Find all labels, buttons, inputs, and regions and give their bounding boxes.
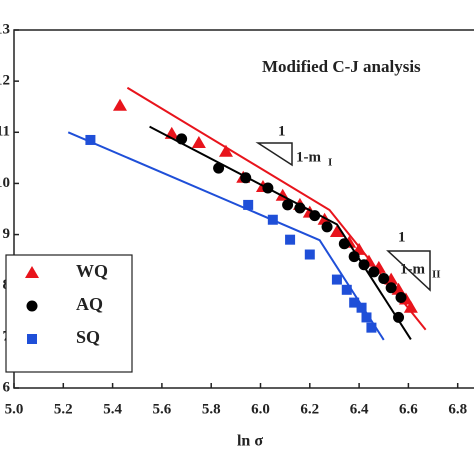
data-point	[191, 136, 206, 149]
slope-triangle	[255, 142, 293, 167]
data-point	[176, 133, 188, 145]
data-point	[341, 284, 352, 295]
data-point	[329, 225, 344, 238]
data-point	[331, 274, 342, 285]
data-point	[366, 322, 377, 333]
legend-label: WQ	[76, 261, 108, 281]
data-point	[385, 282, 397, 294]
x-axis-label: ln σ	[237, 433, 263, 450]
data-point	[85, 134, 96, 145]
data-point	[393, 311, 405, 323]
y-tick-label: 9	[3, 226, 11, 242]
x-tick-label: 5.2	[54, 401, 73, 417]
y-tick-label: 10	[0, 175, 10, 191]
data-point	[262, 182, 274, 194]
x-tick-label: 6.2	[300, 401, 319, 417]
data-point	[321, 221, 333, 233]
x-tick-label: 5.0	[5, 401, 24, 417]
x-tick-label: 5.6	[153, 401, 172, 417]
data-point	[358, 259, 370, 271]
data-point	[338, 238, 350, 250]
data-point	[243, 199, 254, 210]
y-tick-label: 11	[0, 124, 10, 140]
x-tick-label: 6.8	[448, 401, 467, 417]
legend-label: AQ	[76, 294, 103, 314]
annotation: II	[432, 269, 441, 281]
chart-title: Modified C-J analysis	[262, 57, 421, 76]
data-point	[378, 273, 390, 285]
data-point	[395, 291, 407, 303]
data-point	[218, 144, 233, 157]
data-point	[112, 98, 127, 111]
plot-frame	[13, 29, 474, 389]
x-tick-label: 6.6	[399, 401, 418, 417]
annotation: 1-m	[400, 261, 425, 277]
y-tick-label: 13	[0, 21, 10, 37]
data-point	[304, 249, 315, 260]
data-point	[361, 312, 372, 323]
annotation: 1	[278, 123, 286, 139]
data-point	[240, 172, 252, 184]
x-tick-label: 5.4	[103, 401, 122, 417]
annotation: 1-m	[296, 149, 321, 165]
data-point	[285, 234, 296, 245]
data-point	[309, 210, 321, 222]
data-point	[282, 199, 294, 211]
legend-marker	[25, 266, 39, 278]
data-point	[403, 300, 418, 313]
data-point	[368, 266, 380, 278]
data-point	[349, 297, 360, 308]
x-tick-label: 6.0	[251, 401, 270, 417]
annotation: 1	[398, 229, 406, 245]
data-point	[356, 302, 367, 313]
x-tick-label: 6.4	[350, 401, 369, 417]
data-point	[348, 251, 360, 263]
legend-marker	[26, 300, 38, 312]
legend-label: SQ	[76, 327, 100, 347]
data-point	[294, 202, 306, 214]
y-tick-label: 12	[0, 73, 10, 89]
data-point	[267, 214, 278, 225]
fit-line	[149, 125, 412, 340]
legend-box	[5, 254, 133, 373]
annotation: I	[328, 157, 332, 169]
slope-triangle	[386, 250, 431, 292]
x-tick-label: 5.8	[202, 401, 221, 417]
data-point	[391, 282, 406, 295]
data-point	[213, 162, 225, 174]
legend-marker	[27, 334, 37, 344]
y-tick-label: 6	[3, 379, 11, 395]
